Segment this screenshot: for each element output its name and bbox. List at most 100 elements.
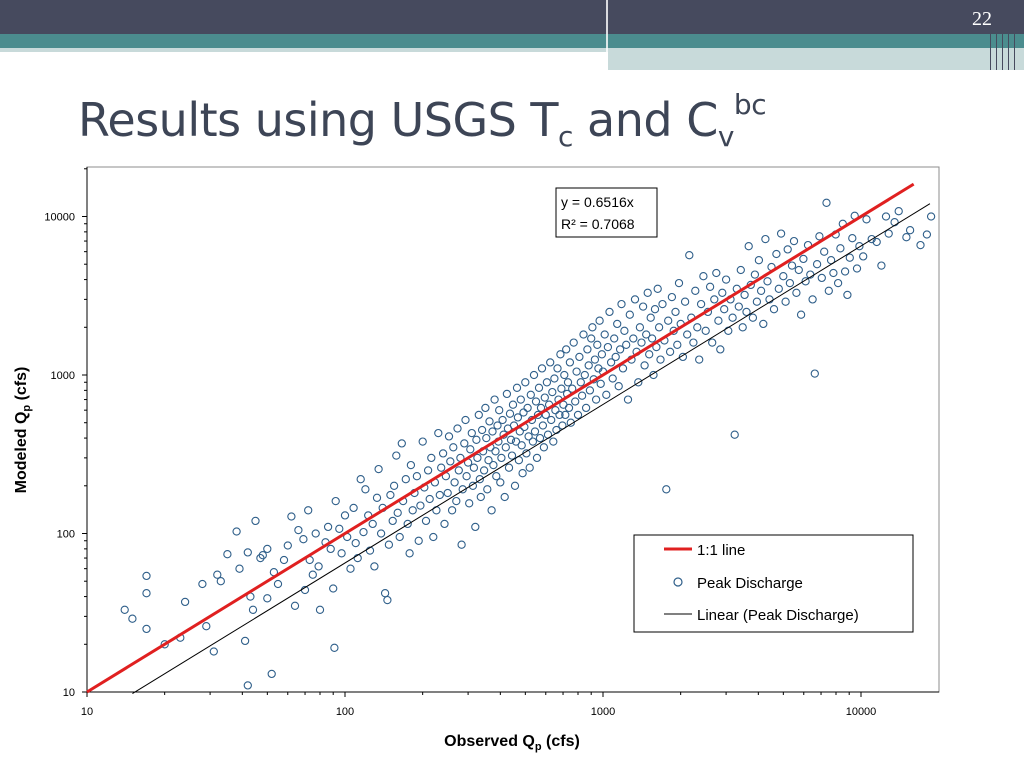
data-point: [311, 529, 320, 538]
data-point: [603, 342, 613, 352]
data-point: [643, 288, 652, 297]
data-point: [202, 622, 211, 631]
data-point: [769, 305, 779, 314]
data-point: [617, 299, 626, 309]
data-point: [634, 378, 643, 387]
data-point: [916, 240, 925, 250]
data-point: [561, 410, 570, 420]
data-point: [446, 457, 455, 466]
data-point: [649, 370, 658, 380]
data-point: [330, 643, 339, 652]
data-point: [243, 548, 252, 557]
data-point: [571, 397, 580, 406]
data-point: [678, 352, 688, 362]
data-point: [416, 501, 425, 510]
data-point: [491, 447, 500, 456]
data-point: [591, 395, 601, 404]
data-point: [542, 378, 552, 387]
y-axis-label-tail: (cfs): [13, 367, 30, 405]
data-point: [473, 453, 482, 463]
y-axis-label-sub: p: [21, 405, 33, 412]
data-point: [525, 463, 534, 472]
data-point: [673, 340, 682, 349]
data-point: [279, 555, 289, 565]
data-point: [223, 550, 232, 559]
data-point: [519, 408, 528, 417]
data-point: [710, 295, 719, 304]
data-point: [406, 460, 416, 470]
data-point: [560, 370, 569, 380]
data-point: [476, 492, 485, 502]
data-point: [718, 288, 727, 297]
legend-label-linear: Linear (Peak Discharge): [697, 607, 859, 624]
data-point: [353, 553, 362, 563]
y-tick-label: 10: [63, 687, 75, 699]
data-point: [585, 386, 595, 395]
data-point: [248, 605, 258, 614]
data-point: [625, 310, 634, 319]
x-axis-label-tail: (cfs): [542, 733, 580, 750]
data-point: [462, 472, 471, 481]
data-point: [796, 310, 806, 319]
y-tick-label: 1000: [51, 370, 75, 382]
data-point: [905, 226, 915, 235]
data-point: [425, 494, 434, 504]
data-point: [216, 577, 225, 586]
data-point: [605, 307, 614, 317]
data-point: [526, 390, 535, 399]
data-point: [340, 511, 350, 520]
data-point: [498, 415, 507, 425]
data-point: [490, 395, 499, 404]
data-point: [538, 421, 548, 430]
data-point: [566, 418, 575, 427]
data-point: [346, 564, 355, 573]
header-bar-light-right: [608, 48, 1024, 70]
data-point: [744, 242, 753, 251]
data-point: [820, 247, 829, 256]
data-point: [501, 443, 510, 452]
data-point: [528, 437, 538, 446]
data-point: [483, 485, 492, 494]
data-point: [444, 432, 454, 441]
data-point: [772, 249, 781, 259]
data-point: [622, 340, 631, 349]
data-point: [602, 390, 611, 399]
data-point: [466, 445, 475, 454]
y-tick-label: 100: [57, 529, 75, 541]
data-point: [565, 358, 575, 367]
x-axis-label-main: Observed Q: [444, 733, 535, 750]
data-point: [458, 485, 467, 494]
data-point: [812, 260, 822, 269]
equation-box: [555, 187, 658, 238]
data-point: [213, 570, 222, 579]
data-point: [693, 323, 702, 332]
data-point: [610, 334, 619, 343]
data-point: [618, 364, 628, 373]
data-point: [728, 313, 737, 322]
data-point: [695, 355, 704, 364]
data-point: [547, 415, 556, 425]
data-point: [453, 424, 462, 433]
data-point: [376, 529, 386, 538]
x-tick-label: 10000: [846, 706, 877, 718]
data-point: [763, 277, 772, 286]
legend-label-peak-discharge: Peak Discharge: [697, 575, 803, 592]
data-point: [664, 316, 673, 325]
data-point: [680, 297, 690, 306]
data-point: [450, 478, 459, 487]
data-point: [263, 594, 272, 603]
data-point: [756, 286, 766, 295]
header-bar-light-left: [0, 48, 608, 52]
data-point: [551, 406, 560, 415]
data-point: [180, 597, 190, 607]
title-sub-v: v: [717, 120, 735, 153]
data-point: [815, 232, 824, 241]
data-point: [667, 292, 677, 302]
data-point: [881, 212, 891, 221]
header-divider: [606, 0, 608, 70]
data-point: [548, 387, 557, 397]
data-point: [414, 536, 423, 545]
data-point: [516, 395, 525, 404]
data-point: [562, 345, 571, 354]
data-point: [590, 355, 600, 364]
